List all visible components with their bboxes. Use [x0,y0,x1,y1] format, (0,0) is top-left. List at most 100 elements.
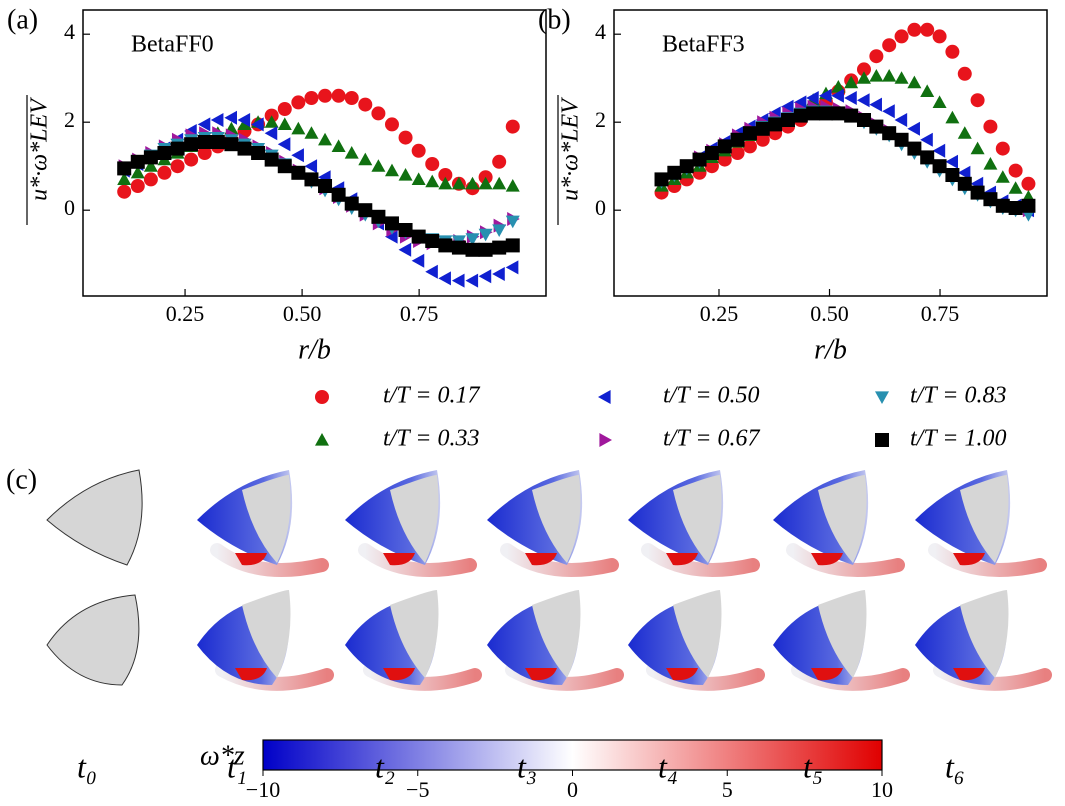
data-point [291,95,306,110]
data-point [291,165,306,180]
data-point [358,203,373,218]
data-point [492,154,507,169]
colorbar-label: ω*z [200,740,245,771]
data-point [398,242,412,257]
wing [46,469,143,566]
data-point [438,271,451,286]
legend-label: t/T = 0.50 [663,383,759,409]
data-point [907,141,922,156]
legend-marker [875,433,889,447]
y-axis-label: u*·ω*LEV [27,97,53,201]
data-point [957,126,972,139]
data-point [742,126,757,141]
red-patch [811,553,843,566]
data-point [277,137,291,152]
wing [242,590,291,678]
data-point [465,176,480,190]
data-point [692,152,707,167]
data-point [264,126,278,141]
data-point [882,69,897,82]
data-point [304,172,319,187]
data-point [425,157,440,171]
data-point [907,22,922,37]
tube [500,543,619,577]
data-point [932,29,947,44]
data-point [451,273,465,288]
data-point [1008,181,1023,194]
panel-label: (c) [6,464,37,495]
data-point [983,157,998,170]
data-point [492,240,507,255]
data-point [277,117,292,130]
data-point [130,154,145,169]
legend-label: t/T = 0.83 [910,383,1006,409]
data-point [970,141,985,155]
vortex-renderings [46,469,1052,691]
data-point [793,95,807,110]
data-point [882,126,897,141]
data-point [831,88,844,103]
data-point [983,119,998,134]
data-point [478,242,493,257]
data-point [277,159,292,174]
data-point [869,119,884,134]
data-point [894,29,909,44]
data-point [818,106,833,121]
wing-render [628,590,765,691]
data-point [384,117,399,132]
x-tick-label: 0.25 [700,301,739,326]
data-point [237,113,251,127]
data-point [371,209,386,224]
data-point [170,159,185,174]
data-point [318,179,333,193]
data-point [856,71,871,84]
data-point [882,104,895,119]
data-point [425,234,440,248]
data-point [780,113,795,127]
data-point [932,143,946,158]
snapshot-label: t₂ [375,748,395,784]
red-patch [235,553,267,566]
panel-label: (a) [7,4,38,35]
wing-render [915,590,1052,691]
data-point [505,238,520,253]
data-point [907,75,922,89]
data-point [907,121,920,136]
x-tick-label: 0.25 [166,301,205,326]
wing-render [197,590,334,691]
tube [786,543,905,577]
y-axis-label: u*·ω*LEV [558,97,584,201]
data-point [465,273,479,288]
wing [818,475,867,563]
colorbar-tick-label: −5 [406,777,429,802]
data-point [318,88,333,103]
data-point [920,84,935,97]
data-point [478,176,493,190]
data-point [451,176,466,190]
y-tick-label: 4 [595,19,606,44]
data-point [130,165,145,179]
data-point [818,88,832,103]
data-point [505,119,520,134]
wing-render [628,470,760,577]
data-point [730,132,745,147]
legend-marker [598,390,611,404]
y-tick-label: 2 [595,107,606,132]
data-point [831,80,846,93]
wing-render [197,470,329,577]
data-point [492,224,507,237]
wing-render [915,470,1047,577]
data-point [210,113,224,127]
data-point [304,126,319,139]
data-point [224,137,239,152]
data-point [793,108,808,123]
wing-render [773,590,910,691]
legend-marker [315,390,329,404]
wing [818,590,867,678]
wing [960,590,1009,678]
data-point [478,228,493,242]
data-point [130,179,145,193]
data-point [304,159,318,174]
